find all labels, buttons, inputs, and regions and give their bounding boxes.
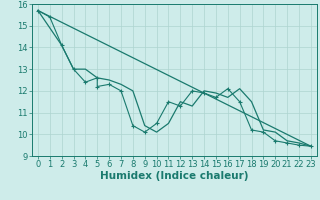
X-axis label: Humidex (Indice chaleur): Humidex (Indice chaleur)	[100, 171, 249, 181]
